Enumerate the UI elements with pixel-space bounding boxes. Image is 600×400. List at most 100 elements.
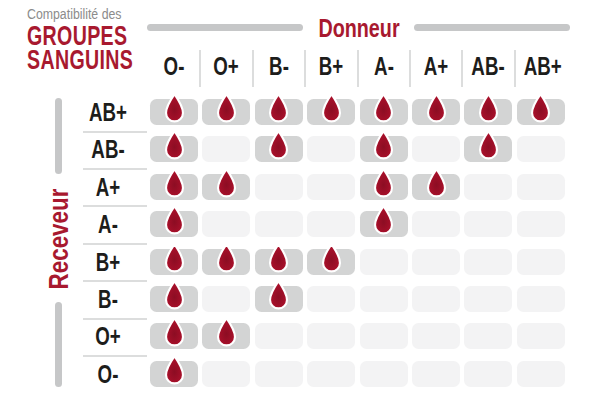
blood-drop-icon: [214, 242, 239, 275]
blood-drop-icon: [371, 167, 396, 200]
row-divider: [83, 168, 147, 170]
compat-cell: [307, 174, 355, 200]
column-divider: [409, 50, 411, 87]
column-divider: [461, 50, 463, 87]
donor-axis-line-right: [414, 24, 570, 31]
row-header: A-: [88, 211, 128, 237]
blood-drop-icon: [266, 242, 291, 275]
row-header: B-: [88, 286, 128, 312]
blood-drop-icon: [214, 167, 239, 200]
compat-cell: [412, 136, 460, 162]
compat-cell: [307, 286, 355, 312]
blood-drop-icon: [476, 92, 501, 125]
blood-drop-icon: [319, 92, 344, 125]
column-header: B+: [314, 53, 349, 79]
column-header: AB-: [471, 53, 506, 79]
compat-cell: [517, 249, 565, 275]
compat-cell: [464, 174, 512, 200]
compat-cell: [202, 211, 250, 237]
column-divider: [514, 50, 516, 87]
column-divider: [252, 50, 254, 87]
row-header: O-: [88, 361, 128, 387]
blood-drop-icon: [319, 242, 344, 275]
column-divider: [199, 50, 201, 87]
blood-drop-icon: [371, 129, 396, 162]
blood-drop-icon: [266, 129, 291, 162]
compat-cell: [255, 174, 303, 200]
blood-drop-icon: [424, 92, 449, 125]
compat-cell: [412, 286, 460, 312]
compat-cell: [360, 361, 408, 387]
blood-drop-icon: [371, 92, 396, 125]
receiver-axis-line-bottom: [55, 302, 62, 387]
compat-cell: [307, 323, 355, 349]
blood-drop-icon: [162, 279, 187, 312]
row-header: B+: [88, 249, 128, 275]
column-header: AB+: [524, 53, 559, 79]
blood-drop-icon: [214, 316, 239, 349]
compat-cell: [412, 361, 460, 387]
blood-drop-icon: [162, 316, 187, 349]
row-header: A+: [88, 174, 128, 200]
blood-drop-icon: [266, 279, 291, 312]
compat-cell: [464, 361, 512, 387]
compat-cell: [412, 323, 460, 349]
column-header: A-: [366, 53, 401, 79]
row-header: AB+: [88, 99, 128, 125]
column-divider: [304, 50, 306, 87]
row-header: O+: [88, 323, 128, 349]
compat-cell: [255, 323, 303, 349]
compat-cell: [307, 361, 355, 387]
column-header: A+: [419, 53, 454, 79]
donor-axis-label: Donneur: [310, 13, 407, 44]
row-divider: [83, 355, 147, 357]
row-header: AB-: [88, 136, 128, 162]
receiver-axis-label: Receveur: [43, 189, 75, 290]
compat-cell: [517, 136, 565, 162]
blood-drop-icon: [266, 92, 291, 125]
compat-cell: [255, 211, 303, 237]
compat-cell: [517, 174, 565, 200]
column-header: B-: [262, 53, 297, 79]
blood-drop-icon: [162, 354, 187, 387]
compat-cell: [360, 286, 408, 312]
blood-drop-icon: [162, 129, 187, 162]
compat-cell: [464, 323, 512, 349]
column-header: O+: [209, 53, 244, 79]
blood-compatibility-infographic: Compatibilité des GROUPES SANGUINS Donne…: [0, 0, 600, 400]
row-divider: [83, 205, 147, 207]
blood-drop-icon: [528, 92, 553, 125]
donor-axis-line-left: [147, 24, 303, 31]
compat-cell: [360, 323, 408, 349]
compat-cell: [464, 211, 512, 237]
compat-cell: [307, 136, 355, 162]
compat-cell: [517, 286, 565, 312]
compat-cell: [307, 211, 355, 237]
column-header: O-: [157, 53, 192, 79]
compat-cell: [360, 249, 408, 275]
blood-drop-icon: [476, 129, 501, 162]
blood-drop-icon: [162, 204, 187, 237]
compat-cell: [517, 323, 565, 349]
compat-cell: [464, 286, 512, 312]
blood-drop-icon: [371, 204, 396, 237]
compat-cell: [255, 361, 303, 387]
compat-cell: [464, 249, 512, 275]
receiver-axis-line-top: [55, 98, 62, 174]
blood-drop-icon: [214, 92, 239, 125]
column-divider: [357, 50, 359, 87]
page-title-line2: SANGUINS: [27, 47, 133, 72]
blood-drop-icon: [424, 167, 449, 200]
compat-cell: [412, 249, 460, 275]
compat-cell: [202, 136, 250, 162]
row-divider: [83, 280, 147, 282]
blood-drop-icon: [162, 242, 187, 275]
compat-cell: [412, 211, 460, 237]
compat-cell: [517, 211, 565, 237]
blood-drop-icon: [162, 167, 187, 200]
compat-cell: [202, 286, 250, 312]
blood-drop-icon: [162, 92, 187, 125]
row-divider: [83, 243, 147, 245]
row-divider: [83, 131, 147, 133]
row-divider: [83, 318, 147, 320]
